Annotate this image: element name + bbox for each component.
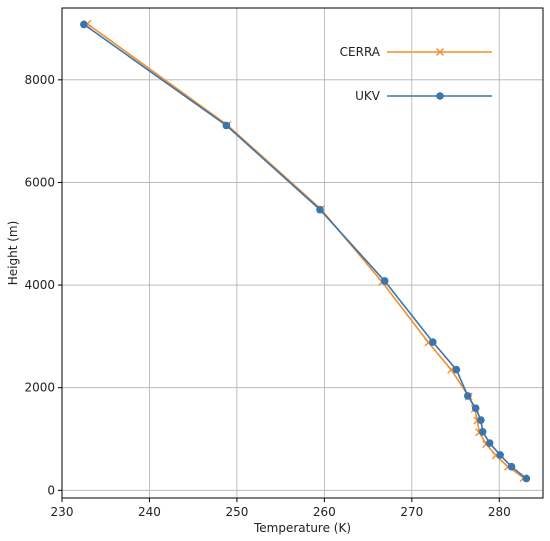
- ukv-line: [83, 23, 527, 480]
- x-tick-label: 230: [51, 505, 74, 519]
- x-tick-label: 240: [138, 505, 161, 519]
- legend-entry-ukv: UKV: [355, 89, 492, 103]
- ticks: 230 240 250 260 270 280 0 2000 4000 6000 8000: [24, 73, 510, 519]
- ukv-marker-dot: [316, 205, 324, 214]
- ukv-marker-dot: [429, 338, 437, 346]
- marker-stroke: [436, 48, 444, 56]
- y-tick-label: 0: [47, 483, 55, 497]
- ukv-marker-dot: [80, 20, 88, 29]
- plot-frame: [61, 7, 544, 499]
- y-tick-label: 8000: [24, 73, 55, 87]
- ukv-marker-dot: [507, 462, 516, 471]
- ukv-marker-dot: [522, 474, 531, 483]
- legend-entry-cerra: CERRA: [340, 45, 492, 59]
- ukv-marker-dot: [478, 428, 487, 436]
- legend: CERRA UKV: [340, 45, 492, 103]
- ukv-marker-dot: [463, 392, 472, 400]
- cerra-series: [83, 19, 528, 482]
- y-tick-label: 6000: [24, 175, 55, 189]
- ukv-marker-dot: [485, 439, 494, 447]
- legend-label-cerra: CERRA: [340, 45, 381, 59]
- ukv-marker-dot: [452, 365, 461, 374]
- x-tick-label: 270: [400, 505, 423, 519]
- ukv-marker-dot: [436, 92, 444, 100]
- ukv-marker-dot: [222, 121, 231, 130]
- y-tick-label: 2000: [24, 381, 55, 395]
- ukv-marker-dot: [477, 416, 485, 424]
- x-tick-label: 280: [488, 505, 511, 519]
- y-tick-label: 4000: [24, 278, 55, 292]
- legend-label-ukv: UKV: [355, 89, 381, 103]
- series-layer: [80, 19, 531, 483]
- ukv-marker-dot: [471, 404, 480, 413]
- cerra-marker-x: [436, 48, 444, 56]
- ukv-series: [80, 20, 531, 483]
- x-tick-label: 250: [225, 505, 248, 519]
- x-tick-label: 260: [313, 505, 336, 519]
- x-axis-title: Temperature (K): [253, 521, 351, 535]
- cerra-line: [86, 23, 525, 479]
- ukv-marker-dot: [496, 451, 504, 459]
- grid: [61, 8, 543, 498]
- ukv-marker-dot: [380, 277, 389, 285]
- y-axis-title: Height (m): [6, 221, 20, 286]
